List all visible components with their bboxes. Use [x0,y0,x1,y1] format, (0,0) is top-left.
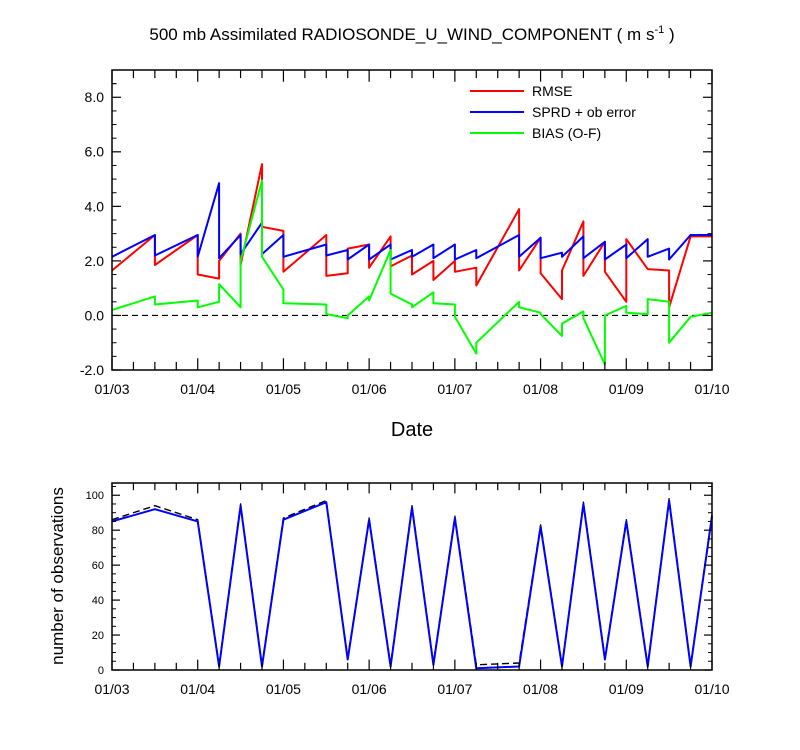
top-x-tick-label: 01/10 [694,381,729,397]
x-axis-label: Date [391,419,433,441]
top-y-tick-label: 4.0 [85,198,105,214]
bottom-y-tick-label: 40 [92,595,104,607]
bottom-y-tick-label: 80 [92,525,104,537]
chart-title: 500 mb Assimilated RADIOSONDE_U_WIND_COM… [149,24,674,44]
top-series-bias-o-f [111,179,713,366]
top-y-ticks: -2.0 0.0 2.0 4.0 6.0 8.0 [80,83,712,378]
bottom-series-group [111,498,713,670]
legend: RMSE SPRD + ob error BIAS (O-F) [470,83,636,141]
bottom-x-tick-label: 01/05 [266,681,301,697]
top-y-tick-label: 0.0 [85,307,105,323]
top-x-tick-label: 01/05 [266,381,301,397]
legend-label-sprd: SPRD + ob error [532,104,636,120]
bottom-x-tick-label: 01/10 [694,681,729,697]
bottom-x-tick-label: 01/04 [180,681,215,697]
legend-item-bias: BIAS (O-F) [470,125,601,141]
top-x-tick-label: 01/03 [94,381,129,397]
legend-label-rmse: RMSE [532,83,572,99]
top-y-tick-label: 6.0 [85,144,105,160]
bottom-x-tick-label: 01/03 [94,681,129,697]
bottom-y-tick-label: 60 [92,560,104,572]
bottom-x-tick-label: 01/06 [352,681,387,697]
bottom-y-tick-label: 0 [98,665,104,677]
legend-item-rmse: RMSE [470,83,572,99]
chart-title-superscript: -1 [654,24,664,36]
top-x-tick-label: 01/08 [523,381,558,397]
bottom-y-tick-label: 20 [92,630,104,642]
bottom-series-assimilated [111,499,713,670]
legend-label-bias: BIAS (O-F) [532,125,601,141]
bottom-series-possible [111,498,713,666]
top-x-tick-label: 01/06 [352,381,387,397]
bottom-x-tick-label: 01/07 [437,681,472,697]
top-series-sprd-ob-error [111,182,712,261]
y-axis-label: number of observations [48,487,67,665]
top-panel: -2.0 0.0 2.0 4.0 6.0 8.0 01/03 01/04 01/05 01/06… [80,69,730,441]
bottom-y-ticks: 0 20 40 60 80 100 [86,485,712,677]
top-series-group [111,163,713,366]
top-x-tick-label: 01/04 [180,381,215,397]
bottom-y-tick-label: 100 [86,490,104,502]
bottom-x-tick-label: 01/08 [523,681,558,697]
legend-item-sprd: SPRD + ob error [470,104,636,120]
top-y-tick-label: -2.0 [80,362,104,378]
bottom-x-ticks: 01/03 01/04 01/05 01/06 01/07 01/08 01/09 01/10 [94,483,730,697]
top-x-ticks: 01/03 01/04 01/05 01/06 01/07 01/08 01/09 01/10 [94,70,730,397]
top-x-tick-label: 01/09 [609,381,644,397]
top-y-tick-label: 2.0 [85,253,105,269]
top-series-rmse [111,163,712,309]
bottom-x-tick-label: 01/09 [609,681,644,697]
top-y-tick-label: 8.0 [85,89,105,105]
top-x-tick-label: 01/07 [437,381,472,397]
